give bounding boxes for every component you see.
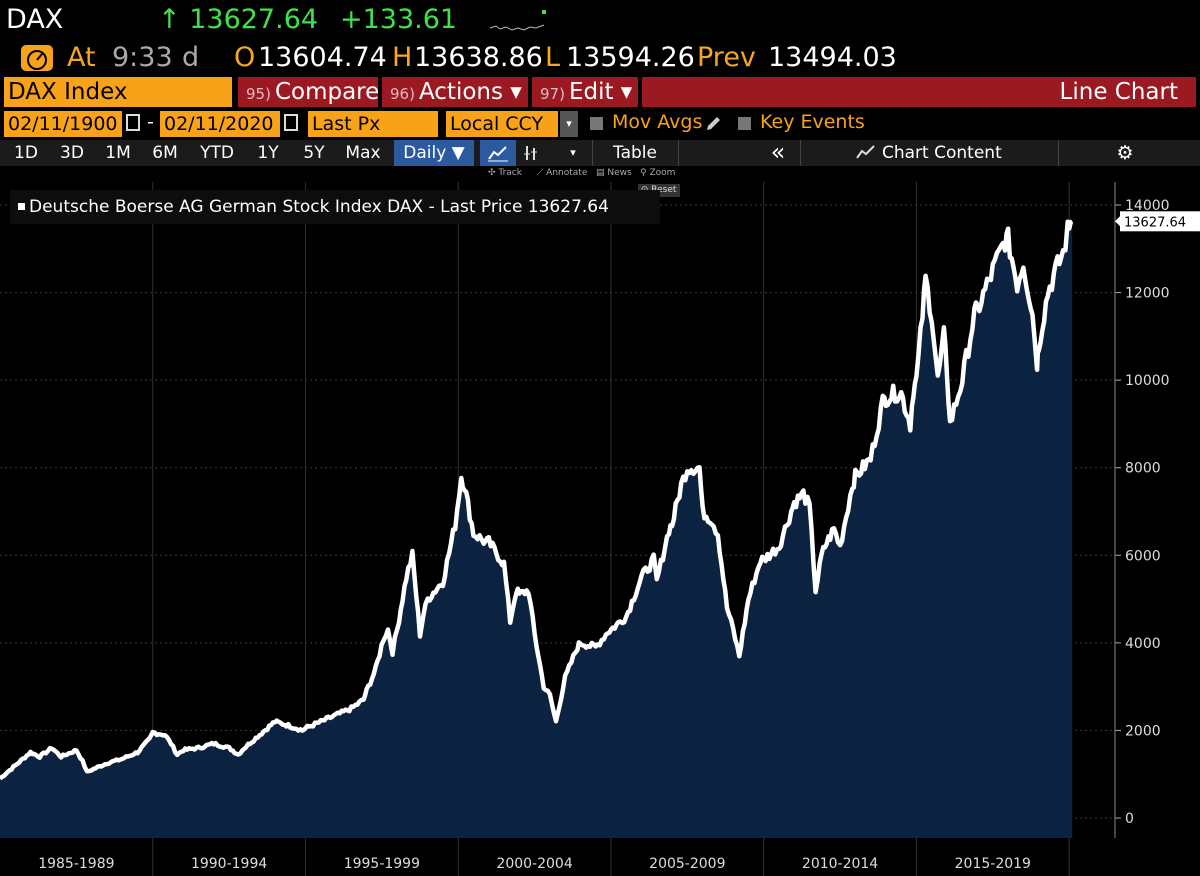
calendar-icon[interactable]: [284, 114, 298, 131]
timeframe-max[interactable]: Max: [345, 143, 381, 163]
last-price-tag-label: 13627.64: [1124, 215, 1186, 230]
timeframe-1y[interactable]: 1Y: [257, 143, 279, 163]
prev-value: 13494.03: [768, 42, 897, 73]
last-price-pointer: [1115, 215, 1121, 228]
chart-content-button[interactable]: Chart Content: [856, 140, 1002, 166]
time-label: At: [67, 42, 96, 73]
currency-select[interactable]: Local CCY: [446, 111, 558, 137]
annotate-tool[interactable]: ⟋ Annotate: [537, 168, 588, 178]
legend-swatch-icon: [18, 202, 25, 210]
track-tool[interactable]: ✣ Track: [488, 168, 522, 178]
security-input[interactable]: DAX Index: [4, 77, 232, 107]
collapse-icon[interactable]: «: [770, 138, 786, 166]
chart-type-label: Line Chart: [1059, 79, 1178, 105]
x-tick-label: 2005-2009: [649, 856, 725, 872]
edit-num: 97): [540, 85, 565, 103]
y-tick-label: 12000: [1125, 286, 1170, 302]
y-tick-label: 4000: [1125, 636, 1161, 652]
chart-content-label: Chart Content: [882, 143, 1002, 163]
actions-num: 96): [390, 85, 415, 103]
y-tick-label: 6000: [1125, 548, 1161, 564]
low-label: L: [545, 42, 561, 73]
y-tick-label: 2000: [1125, 723, 1161, 739]
end-date-input[interactable]: 02/11/2020: [160, 111, 280, 137]
news-label: News: [607, 168, 632, 178]
x-tick-label: 1985-1989: [38, 856, 114, 872]
timeframe-6m[interactable]: 6M: [152, 143, 178, 163]
field-select[interactable]: Last Px: [308, 111, 438, 137]
legend-label: Deutsche Boerse AG German Stock Index DA…: [29, 197, 609, 217]
timeframe-1m[interactable]: 1M: [105, 143, 131, 163]
timeframe-ytd[interactable]: YTD: [200, 143, 234, 163]
x-tick-label: 1995-1999: [344, 856, 420, 872]
x-tick-label: 2015-2019: [955, 856, 1031, 872]
series-area: [0, 221, 1073, 839]
actions-button[interactable]: 96) Actions ▾: [382, 77, 528, 107]
settings-bar: 02/11/1900 - 02/11/2020 Last Px Local CC…: [0, 110, 1200, 138]
compare-label: Compare: [274, 79, 380, 105]
series-line: [0, 219, 1074, 781]
timeframe-5y[interactable]: 5Y: [303, 143, 325, 163]
high-value: 13638.86: [414, 42, 543, 73]
bar-chart-icon[interactable]: [516, 140, 546, 166]
date-dash: -: [147, 111, 154, 133]
timeframe-3d[interactable]: 3D: [60, 143, 84, 163]
command-bar: DAX Index 95) Compare 96) Actions ▾ 97) Edi…: [0, 76, 1200, 108]
table-button[interactable]: Table: [613, 143, 657, 163]
chart-legend: Deutsche Boerse AG German Stock Index DA…: [10, 190, 660, 224]
track-label: Track: [498, 168, 522, 178]
timeframe-1d[interactable]: 1D: [14, 143, 38, 163]
quote-header: DAX ↑ 13627.64 +133.61: [0, 0, 1200, 40]
line-chart-icon[interactable]: [480, 140, 516, 166]
edit-label: Edit ▾: [568, 79, 633, 105]
compare-num: 95): [246, 85, 271, 103]
chart-style-chevron-icon[interactable]: ▾: [570, 146, 576, 159]
last-price-tag: [1120, 211, 1200, 232]
start-date-input[interactable]: 02/11/1900: [4, 111, 122, 137]
calendar-icon[interactable]: [126, 114, 140, 131]
ticker: DAX: [6, 4, 64, 35]
timeframe-bar: 1D 3D 1M 6M YTD 1Y 5Y Max Daily ▼ ▾ Tabl…: [0, 140, 1200, 166]
gauge-icon[interactable]: [20, 44, 54, 72]
x-tick-label: 2010-2014: [802, 856, 878, 872]
annotate-label: Annotate: [546, 168, 588, 178]
compare-button[interactable]: 95) Compare: [238, 77, 380, 107]
reset-label: Reset: [651, 185, 677, 195]
edit-button[interactable]: 97) Edit ▾: [532, 77, 638, 107]
mov-avgs-label: Mov Avgs: [612, 111, 703, 133]
high-label: H: [392, 42, 413, 73]
gear-icon[interactable]: ⚙: [1116, 142, 1134, 164]
chart-type-button[interactable]: Line Chart: [642, 77, 1196, 107]
prev-label: Prev: [697, 42, 756, 73]
time-value: 9:33: [112, 42, 173, 73]
y-tick-label: 0: [1125, 811, 1134, 827]
key-events-label: Key Events: [760, 111, 865, 133]
zoom-tool[interactable]: ⚲ Zoom: [640, 168, 676, 178]
net-change: +133.61: [340, 4, 458, 35]
y-tick-label: 10000: [1125, 373, 1170, 389]
mov-avgs-checkbox[interactable]: [590, 117, 603, 130]
last-price-value: 13627.64: [189, 4, 319, 35]
last-price: ↑ 13627.64: [158, 4, 318, 35]
time-suffix: d: [182, 42, 200, 73]
x-tick-label: 2000-2004: [496, 856, 572, 872]
periodicity-select[interactable]: Daily ▼: [394, 140, 474, 166]
y-tick-label: 14000: [1125, 198, 1170, 214]
chart-content-icon: [856, 145, 875, 159]
open-value: 13604.74: [258, 42, 387, 73]
chevron-down-icon[interactable]: ▾: [560, 111, 578, 137]
zoom-label: Zoom: [649, 168, 676, 178]
y-tick-label: 8000: [1125, 461, 1161, 477]
news-tool[interactable]: ▤ News: [596, 168, 632, 178]
open-label: O: [234, 42, 256, 73]
x-tick-label: 1990-1994: [191, 856, 267, 872]
sparkline-icon: [489, 10, 546, 31]
actions-label: Actions ▾: [418, 79, 522, 105]
pencil-icon[interactable]: [704, 115, 722, 133]
ohlc-row: At 9:33 d O 13604.74 H 13638.86 L 13594.…: [0, 40, 1200, 76]
key-events-checkbox[interactable]: [738, 117, 751, 130]
low-value: 13594.26: [566, 42, 695, 73]
up-arrow-icon: ↑: [158, 4, 181, 35]
